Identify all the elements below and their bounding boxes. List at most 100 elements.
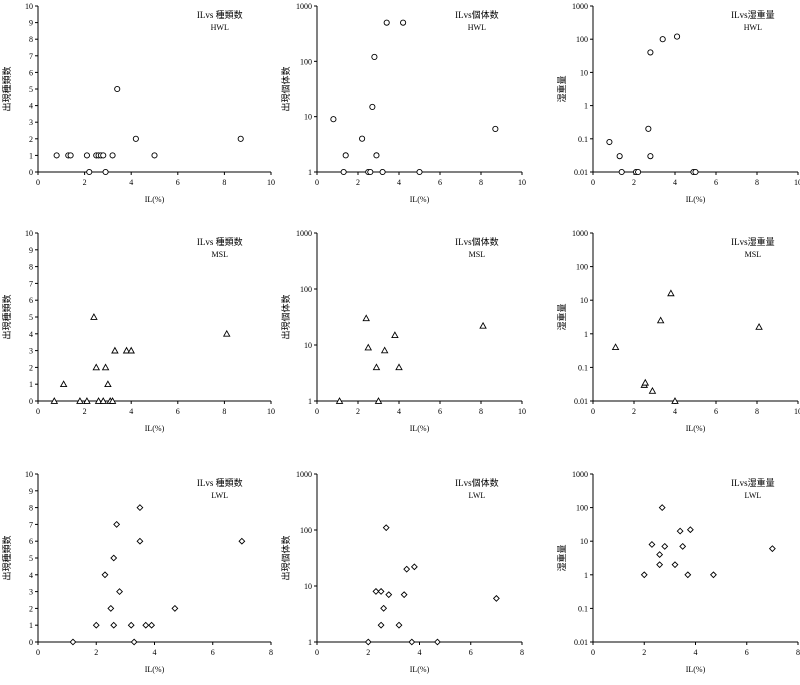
data-point (656, 561, 664, 569)
x-axis-label: IL(%) (145, 665, 165, 674)
y-tick-label: 8 (29, 35, 33, 44)
y-tick-label: 8 (29, 504, 33, 513)
data-point (99, 397, 108, 404)
data-point (658, 504, 666, 512)
chart-subtitle: LWL (745, 491, 762, 500)
y-tick-label: 4 (29, 571, 33, 580)
data-point (434, 638, 441, 646)
y-tick-label: 1 (29, 151, 33, 160)
y-tick-label: 2 (29, 604, 33, 613)
panel-msl-individuals: 1 10 100 1000 0 2 4 6 8 10 IL(%) 出現個体数 ILvs個体数 MSL (280, 229, 526, 433)
data-point (616, 153, 623, 160)
data-point (330, 116, 337, 123)
x-tick-label: 10 (794, 407, 800, 416)
y-axis-label: 出現個体数 (280, 66, 291, 111)
y-tick-label: 1 (584, 330, 588, 339)
y-tick-label: 0.01 (574, 638, 588, 647)
data-point (171, 604, 179, 612)
y-tick-label: 1 (29, 621, 33, 630)
y-tick-label: 4 (29, 330, 33, 339)
x-tick-label: 4 (673, 407, 677, 416)
x-axis-label: IL(%) (410, 424, 430, 433)
data-point (492, 125, 499, 132)
x-tick-label: 6 (176, 407, 180, 416)
data-point (116, 588, 123, 596)
data-point (151, 152, 158, 159)
data-point (391, 331, 399, 338)
y-tick-label: 1000 (296, 229, 312, 238)
x-tick-label: 8 (479, 178, 483, 187)
y-tick-label: 1 (29, 380, 33, 389)
x-tick-label: 0 (36, 407, 40, 416)
panel-hwl-individuals: 1 10 100 1000 0 2 4 6 8 10 IL(%) 出現個体数 ILvs個体数 HWL (280, 2, 526, 204)
chart-subtitle: HWL (211, 23, 229, 32)
y-tick-label: 10 (580, 537, 588, 546)
x-tick-label: 6 (745, 648, 749, 657)
data-point (122, 346, 131, 354)
data-point (383, 19, 390, 26)
data-point (671, 561, 679, 569)
y-tick-label: 0 (29, 397, 33, 406)
data-point (684, 571, 692, 579)
data-point (692, 168, 699, 176)
x-tick-label: 4 (673, 178, 677, 187)
chart-subtitle: MSL (745, 250, 762, 259)
chart-title: ILvs湿重量 (731, 9, 775, 20)
y-tick-label: 1 (584, 102, 588, 111)
data-point (148, 621, 156, 629)
y-tick-label: 10 (580, 296, 588, 305)
data-point (676, 527, 684, 535)
data-point (380, 604, 388, 612)
y-tick-label: 1000 (296, 2, 312, 11)
data-point (100, 152, 107, 159)
data-point (67, 152, 74, 159)
data-point (656, 551, 664, 559)
data-point (101, 571, 109, 579)
x-tick-label: 6 (211, 648, 215, 657)
data-point (109, 152, 116, 159)
y-tick-label: 10 (304, 113, 312, 122)
data-point (50, 397, 59, 404)
data-point (408, 638, 416, 646)
data-point (69, 638, 77, 646)
y-tick-label: 6 (29, 296, 33, 305)
y-tick-label: 100 (300, 285, 312, 294)
panel-msl-species: 0 1 2 3 4 5 6 7 8 9 10 0 2 4 6 8 10 IL(%) 出現種類数 ILvs 種類数 MSL (1, 229, 275, 433)
x-tick-label: 6 (469, 648, 473, 657)
chart-title: ILvs湿重量 (731, 236, 775, 247)
data-point (377, 587, 385, 595)
data-point (142, 621, 150, 629)
y-tick-label: 2 (29, 135, 33, 144)
data-point (403, 565, 411, 573)
panel-lwl-wet-weight: 0.01 0.1 1 10 100 1000 0 2 4 6 8 IL(%) 湿重量 ILvs湿重量 LWL (556, 470, 800, 674)
y-tick-label: 100 (576, 35, 588, 44)
data-point (90, 313, 98, 320)
y-tick-label: 5 (29, 85, 33, 94)
data-point (768, 545, 776, 553)
data-point (86, 168, 93, 176)
data-point (648, 386, 657, 394)
chart-subtitle: LWL (469, 491, 486, 500)
x-tick-label: 2 (632, 178, 636, 187)
chart-title: ILvs 種類数 (197, 477, 243, 488)
y-tick-label: 1000 (572, 2, 588, 11)
data-point (92, 621, 100, 629)
data-point (342, 152, 349, 159)
x-tick-label: 10 (267, 407, 275, 416)
x-tick-label: 8 (222, 178, 226, 187)
x-axis-label: IL(%) (145, 195, 165, 204)
y-tick-label: 10 (25, 229, 33, 238)
y-axis-label: 出現種類数 (1, 66, 12, 111)
data-point (659, 36, 666, 43)
data-point (340, 168, 347, 176)
x-tick-label: 0 (591, 648, 595, 657)
y-tick-label: 2 (29, 363, 33, 372)
data-point (364, 343, 373, 351)
y-axis-label: 出現種類数 (1, 294, 12, 339)
data-point (132, 135, 139, 142)
y-tick-label: 5 (29, 554, 33, 563)
x-tick-label: 2 (642, 648, 646, 657)
y-tick-label: 8 (29, 263, 33, 272)
x-tick-label: 4 (397, 178, 401, 187)
y-axis-label: 出現個体数 (280, 535, 291, 580)
